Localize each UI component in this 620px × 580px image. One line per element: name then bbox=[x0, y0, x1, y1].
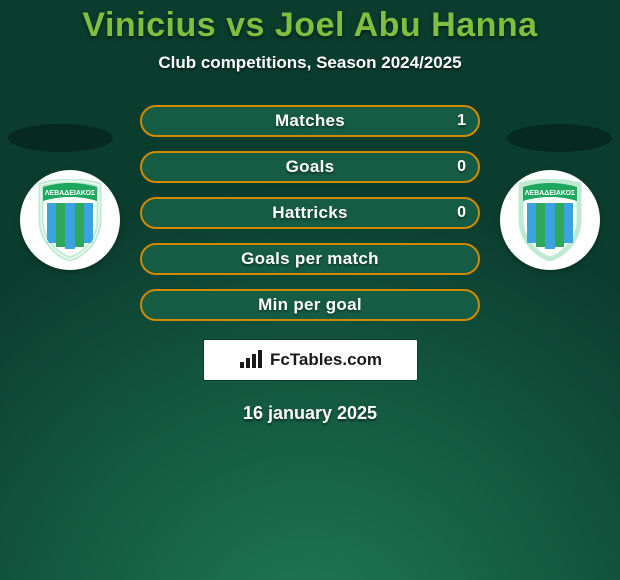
stat-row-goals: Goals 0 bbox=[140, 151, 480, 183]
club-badge-right: ΛΕΒΑΔΕΙΑΚΟΣ bbox=[500, 170, 600, 270]
stat-label: Min per goal bbox=[258, 295, 362, 315]
stat-right-value: 0 bbox=[457, 199, 466, 227]
club-crest-right: ΛΕΒΑΔΕΙΑΚΟΣ bbox=[515, 179, 585, 261]
brand-label: FcTables.com bbox=[270, 350, 382, 370]
stat-row-goals-per-match: Goals per match bbox=[140, 243, 480, 275]
club-crest-left: ΛΕΒΑΔΕΙΑΚΟΣ bbox=[35, 179, 105, 261]
stat-row-matches: Matches 1 bbox=[140, 105, 480, 137]
snapshot-date: 16 january 2025 bbox=[243, 403, 377, 424]
stat-right-value: 1 bbox=[457, 107, 466, 135]
stat-label: Goals bbox=[286, 157, 335, 177]
stat-label: Goals per match bbox=[241, 249, 379, 269]
svg-text:ΛΕΒΑΔΕΙΑΚΟΣ: ΛΕΒΑΔΕΙΑΚΟΣ bbox=[525, 190, 576, 197]
crest-stripes bbox=[47, 203, 93, 249]
stat-row-min-per-goal: Min per goal bbox=[140, 289, 480, 321]
page-title: Vinicius vs Joel Abu Hanna bbox=[82, 6, 537, 45]
brand-attribution[interactable]: FcTables.com bbox=[203, 339, 418, 381]
page-subtitle: Club competitions, Season 2024/2025 bbox=[158, 53, 461, 73]
stat-right-value: 0 bbox=[457, 153, 466, 181]
stat-row-hattricks: Hattricks 0 bbox=[140, 197, 480, 229]
bar-chart-icon bbox=[238, 350, 264, 370]
club-badge-left: ΛΕΒΑΔΕΙΑΚΟΣ bbox=[20, 170, 120, 270]
crest-club-name: ΛΕΒΑΔΕΙΑΚΟΣ bbox=[45, 190, 96, 197]
stat-label: Hattricks bbox=[272, 203, 347, 223]
stat-label: Matches bbox=[275, 111, 345, 131]
